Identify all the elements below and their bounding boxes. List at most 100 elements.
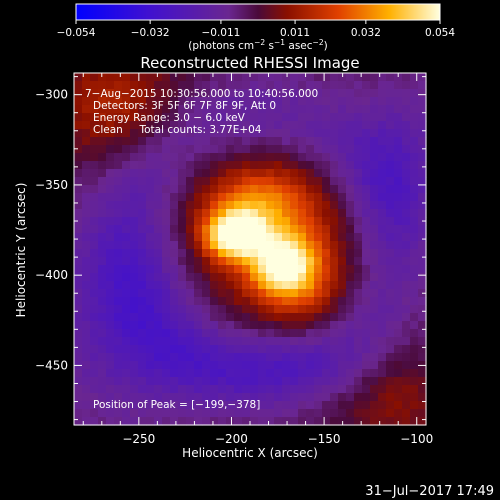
heatmap-cell bbox=[234, 121, 243, 130]
heatmap-cell bbox=[162, 337, 171, 346]
heatmap-cell bbox=[90, 105, 99, 114]
heatmap-cell bbox=[146, 337, 155, 346]
heatmap-cell bbox=[226, 297, 235, 306]
heatmap-cell bbox=[402, 321, 411, 330]
heatmap-cell bbox=[106, 393, 115, 402]
heatmap-cell bbox=[378, 113, 387, 122]
heatmap-cell bbox=[354, 169, 363, 178]
heatmap-cell bbox=[298, 233, 307, 242]
heatmap-cell bbox=[370, 249, 379, 258]
heatmap-cell bbox=[194, 89, 203, 98]
heatmap-cell bbox=[354, 281, 363, 290]
heatmap-cell bbox=[250, 145, 259, 154]
heatmap-cell bbox=[394, 361, 403, 370]
heatmap-cell bbox=[202, 201, 211, 210]
heatmap-cell bbox=[274, 385, 283, 394]
heatmap-cell bbox=[386, 321, 395, 330]
heatmap-cell bbox=[298, 281, 307, 290]
heatmap-cell bbox=[362, 161, 371, 170]
heatmap-cell bbox=[210, 281, 219, 290]
heatmap-cell bbox=[250, 81, 259, 90]
heatmap-cell bbox=[410, 137, 419, 146]
heatmap-cell bbox=[194, 361, 203, 370]
heatmap-cell bbox=[282, 385, 291, 394]
heatmap-cell bbox=[122, 97, 131, 106]
heatmap-cell bbox=[338, 137, 347, 146]
heatmap-cell bbox=[74, 201, 83, 210]
heatmap-cell bbox=[314, 273, 323, 282]
heatmap-cell bbox=[154, 89, 163, 98]
heatmap-cell bbox=[322, 105, 331, 114]
heatmap-cell bbox=[314, 225, 323, 234]
heatmap-cell bbox=[218, 401, 227, 410]
heatmap-cell bbox=[346, 369, 355, 378]
heatmap-cell bbox=[354, 153, 363, 162]
heatmap-cell bbox=[362, 225, 371, 234]
heatmap-cell bbox=[186, 305, 195, 314]
heatmap-cell bbox=[226, 361, 235, 370]
heatmap-cell bbox=[362, 369, 371, 378]
heatmap-cell bbox=[170, 137, 179, 146]
heatmap-cell bbox=[106, 209, 115, 218]
heatmap-cell bbox=[170, 97, 179, 106]
heatmap-cell bbox=[250, 97, 259, 106]
heatmap-cell bbox=[138, 393, 147, 402]
heatmap-cell bbox=[250, 169, 259, 178]
heatmap-cell bbox=[298, 265, 307, 274]
heatmap-cell bbox=[122, 257, 131, 266]
heatmap-cell bbox=[258, 73, 267, 82]
heatmap-cell bbox=[82, 153, 91, 162]
heatmap-cell bbox=[306, 113, 315, 122]
heatmap-cell bbox=[202, 177, 211, 186]
heatmap-cell bbox=[226, 193, 235, 202]
heatmap-cell bbox=[306, 161, 315, 170]
heatmap-cell bbox=[338, 393, 347, 402]
heatmap-cell bbox=[210, 169, 219, 178]
heatmap-cell bbox=[266, 273, 275, 282]
heatmap-cell bbox=[394, 313, 403, 322]
heatmap-cell bbox=[338, 89, 347, 98]
heatmap-cell bbox=[362, 201, 371, 210]
heatmap-cell bbox=[306, 73, 315, 82]
heatmap-cell bbox=[226, 265, 235, 274]
heatmap-cell bbox=[114, 225, 123, 234]
heatmap-cell bbox=[74, 233, 83, 242]
heatmap-cell bbox=[290, 161, 299, 170]
heatmap-cell bbox=[226, 289, 235, 298]
heatmap-cell bbox=[194, 401, 203, 410]
heatmap-cell bbox=[162, 321, 171, 330]
heatmap-cell bbox=[130, 97, 139, 106]
heatmap-cell bbox=[266, 81, 275, 90]
heatmap-cell bbox=[274, 81, 283, 90]
heatmap-cell bbox=[386, 369, 395, 378]
heatmap-cell bbox=[386, 185, 395, 194]
heatmap-cell bbox=[386, 241, 395, 250]
heatmap-cell bbox=[186, 121, 195, 130]
heatmap-cell bbox=[314, 241, 323, 250]
heatmap-cell bbox=[122, 209, 131, 218]
heatmap-cell bbox=[266, 217, 275, 226]
heatmap-cell bbox=[266, 241, 275, 250]
heatmap-cell bbox=[410, 257, 419, 266]
heatmap-cell bbox=[314, 121, 323, 130]
heatmap-cell bbox=[178, 369, 187, 378]
heatmap-cell bbox=[122, 369, 131, 378]
heatmap-cell bbox=[170, 225, 179, 234]
heatmap-cell bbox=[130, 313, 139, 322]
heatmap-cell bbox=[130, 217, 139, 226]
heatmap-cell bbox=[226, 249, 235, 258]
heatmap-cell bbox=[386, 137, 395, 146]
heatmap-cell bbox=[82, 417, 91, 426]
heatmap-cell bbox=[410, 201, 419, 210]
heatmap-cell bbox=[154, 249, 163, 258]
heatmap-cell bbox=[362, 361, 371, 370]
heatmap-cell bbox=[146, 185, 155, 194]
heatmap-cell bbox=[82, 209, 91, 218]
heatmap-cell bbox=[282, 265, 291, 274]
heatmap-cell bbox=[122, 297, 131, 306]
heatmap-cell bbox=[170, 337, 179, 346]
heatmap-cell bbox=[210, 81, 219, 90]
heatmap-cell bbox=[202, 409, 211, 418]
heatmap-cell bbox=[106, 289, 115, 298]
heatmap-cell bbox=[354, 385, 363, 394]
